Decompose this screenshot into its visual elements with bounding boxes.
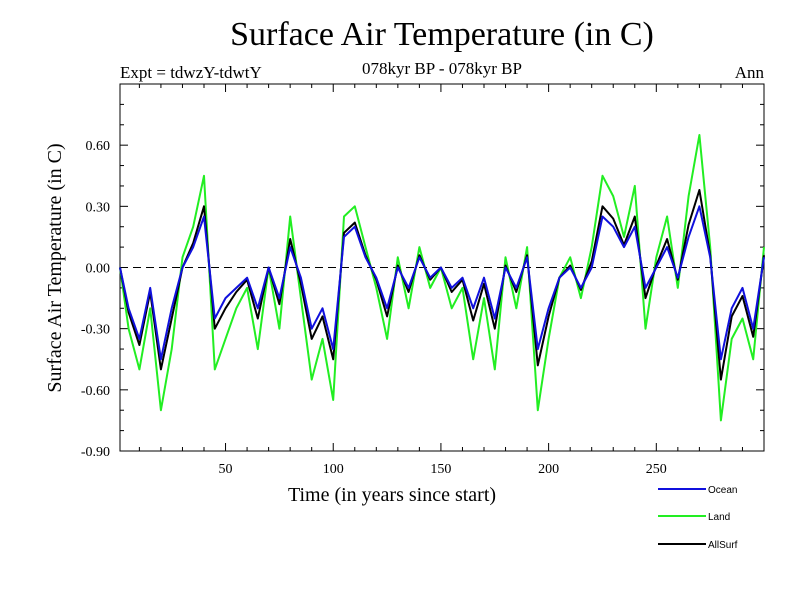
x-tick-label: 250 <box>646 462 667 477</box>
x-axis-label: Time (in years since start) <box>288 484 496 506</box>
experiment-label: Expt = tdwzY-tdwtY <box>120 63 262 82</box>
x-tick-label: 200 <box>538 462 559 477</box>
y-tick-label: 0.30 <box>86 200 111 215</box>
legend-label-land: Land <box>708 512 730 523</box>
y-axis-label: Surface Air Temperature (in C) <box>44 143 66 392</box>
x-tick-label: 100 <box>323 462 344 477</box>
chart-title: Surface Air Temperature (in C) <box>230 16 654 53</box>
y-tick-label: -0.30 <box>81 323 110 338</box>
x-tick-label: 150 <box>430 462 451 477</box>
series-line-ocean <box>119 205 765 361</box>
series-line-land <box>119 134 765 422</box>
chart-subtitle: 078kyr BP - 078kyr BP <box>362 59 522 78</box>
y-tick-label: -0.60 <box>81 384 110 399</box>
x-tick-label: 50 <box>219 462 233 477</box>
legend-label-allsurf: AllSurf <box>708 540 738 551</box>
legend-label-ocean: Ocean <box>708 485 737 496</box>
y-tick-label: -0.90 <box>81 445 110 460</box>
y-tick-label: 0.60 <box>86 139 111 154</box>
y-tick-label: 0.00 <box>86 262 111 277</box>
period-label: Ann <box>734 63 764 82</box>
